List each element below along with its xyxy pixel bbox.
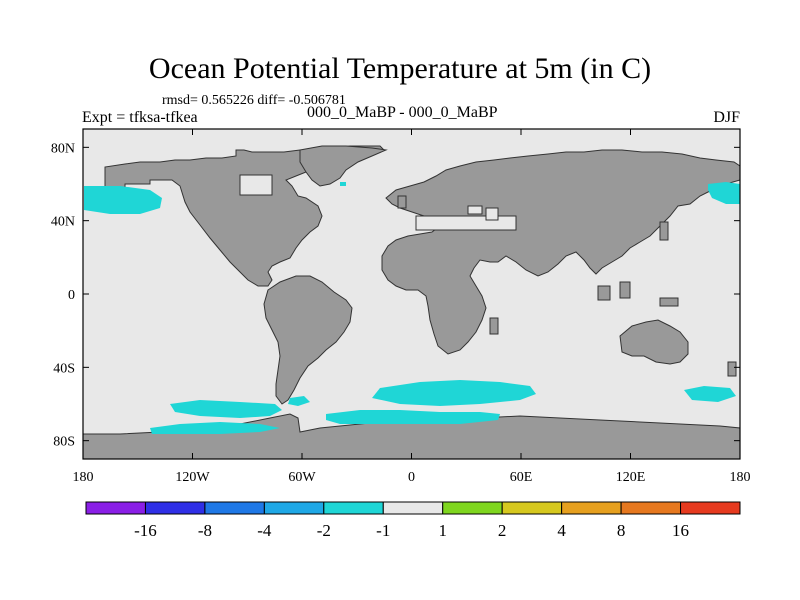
y-tick-label: 40N — [51, 215, 75, 230]
colorbar-label: 2 — [498, 521, 507, 540]
mediterranean-sea — [415, 215, 517, 231]
colorbar-swatch — [85, 501, 146, 515]
land-south-america — [263, 275, 353, 405]
x-tick-label: 0 — [408, 470, 415, 485]
anomaly-south-pacific-south — [150, 422, 280, 434]
caspian-sea — [485, 207, 499, 221]
y-tick-label: 0 — [68, 288, 75, 303]
colorbar-label: -8 — [198, 521, 212, 540]
colorbar-swatch — [442, 501, 503, 515]
stats-text: rmsd= 0.565226 diff= -0.506781 — [162, 93, 346, 108]
anomaly-north-pacific-east — [84, 186, 162, 214]
inland-water-layer — [239, 174, 517, 231]
colorbar: -16 -8 -4 -2 -1 1 2 4 8 16 — [85, 501, 741, 540]
latitude-axis: 80N 40N 0 40S 80S — [51, 141, 740, 450]
colorbar-swatch — [323, 501, 384, 515]
x-tick-label: 60E — [510, 470, 533, 485]
colorbar-label: 8 — [617, 521, 626, 540]
land-greenland — [299, 145, 388, 187]
colorbar-swatch — [263, 501, 325, 515]
anomaly-drake-passage — [288, 396, 310, 406]
colorbar-swatch — [620, 501, 682, 515]
y-tick-label: 80N — [51, 141, 75, 156]
experiment-text: Expt = tfksa-tfkea — [82, 109, 198, 126]
map-panel: 80N 40N 0 40S 80S 180 120W 60W 0 60E 120E 180 — [51, 128, 751, 485]
land-north-america — [104, 145, 386, 287]
colorbar-swatch — [501, 501, 563, 515]
anomaly-south-pacific-east — [170, 400, 282, 418]
season-label: DJF — [713, 109, 740, 126]
colorbar-label: -4 — [257, 521, 272, 540]
x-tick-label: 120W — [175, 470, 210, 485]
x-tick-label: 60W — [288, 470, 316, 485]
colorbar-label: 4 — [557, 521, 566, 540]
land-eurasia-africa — [381, 149, 741, 355]
y-tick-label: 40S — [53, 361, 75, 376]
y-tick-label: 80S — [53, 435, 75, 450]
land-new-guinea — [659, 297, 679, 307]
anomaly-layer — [84, 182, 740, 434]
colorbar-label: 1 — [438, 521, 447, 540]
colorbar-swatch — [561, 501, 622, 515]
colorbar-label: -1 — [376, 521, 390, 540]
colorbar-swatch — [680, 501, 741, 515]
land-borneo — [619, 281, 631, 299]
colorbar-swatch — [144, 501, 206, 515]
anomaly-south-atlantic-indian — [372, 380, 536, 406]
colorbar-label: 16 — [672, 521, 689, 540]
colorbar-swatch — [204, 501, 265, 515]
land-sumatra — [597, 285, 611, 301]
land-australia — [619, 319, 689, 365]
anomaly-north-atlantic-spot — [340, 182, 346, 186]
colorbar-label: -2 — [317, 521, 331, 540]
anomaly-north-pacific-west — [708, 182, 740, 204]
colorbar-label: -16 — [134, 521, 157, 540]
anomaly-southern-ocean-south — [326, 410, 500, 424]
land-japan — [659, 221, 669, 241]
land-madagascar — [489, 317, 499, 335]
land-new-zealand — [727, 361, 737, 377]
map-title: Ocean Potential Temperature at 5m (in C) — [148, 52, 652, 85]
x-tick-label: 120E — [616, 470, 646, 485]
colorbar-swatch — [382, 501, 444, 515]
longitude-axis: 180 120W 60W 0 60E 120E 180 — [73, 129, 751, 485]
anomaly-south-pacific-far-west — [684, 386, 736, 402]
period-text: 000_0_MaBP - 000_0_MaBP — [307, 104, 498, 121]
land-british-isles — [397, 195, 407, 209]
hudson-bay — [239, 174, 273, 196]
black-sea — [467, 205, 483, 215]
x-tick-label: 180 — [730, 470, 751, 485]
x-tick-label: 180 — [73, 470, 94, 485]
